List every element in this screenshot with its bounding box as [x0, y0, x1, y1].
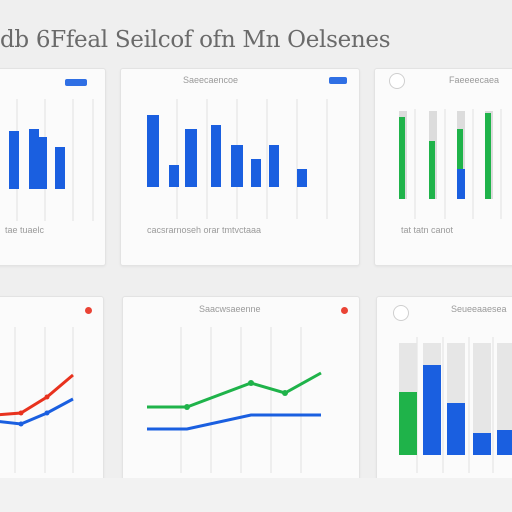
- bar-mark: [473, 433, 491, 455]
- bar-mark: [29, 129, 39, 189]
- line-point: [18, 421, 24, 427]
- page-title: db 6Ffeal Seilcof ofn Mn Oelsenes: [0, 27, 391, 53]
- card-tag-pill: [65, 79, 87, 86]
- status-dot-icon: [85, 307, 92, 314]
- bar-mark: [211, 125, 221, 187]
- card-bottom-right[interactable]: Seueeaaesea: [376, 296, 512, 482]
- bar-chart-top-right: [399, 109, 502, 219]
- line-point: [248, 380, 254, 386]
- bar-mark: [269, 145, 279, 187]
- bar-mark: [55, 147, 65, 189]
- bar-mark: [399, 392, 417, 455]
- bar-track: [473, 343, 491, 455]
- bar-mark: [399, 117, 405, 199]
- series-line: [0, 373, 74, 417]
- card-status-icon: [389, 73, 405, 89]
- card-tick-labels: tae tuaelc: [5, 225, 45, 235]
- series-line: [0, 397, 74, 426]
- card-bottom-middle[interactable]: Saacwsaeenne: [122, 296, 360, 482]
- bar-chart-top-middle: [147, 99, 328, 219]
- card-title: Saeecaencoe: [183, 75, 239, 85]
- line-point: [18, 410, 24, 416]
- card-top-middle[interactable]: Saeecaencoe cacsrarnoseh orar tmtvctaaa: [120, 68, 360, 266]
- bar-chart-bottom-right: [399, 337, 512, 473]
- card-tick-labels: tat tatn canot: [401, 225, 454, 235]
- card-bottom-left[interactable]: [0, 296, 104, 482]
- bar-mark: [9, 131, 19, 189]
- line-point: [282, 390, 288, 396]
- line-point: [44, 410, 50, 416]
- card-tick-labels: cacsrarnoseh orar tmtvctaaa: [147, 225, 262, 235]
- bottom-strip: [0, 478, 512, 512]
- series-line: [147, 371, 322, 409]
- card-top-right[interactable]: Faeeeecaea tat tatn canot: [374, 68, 512, 266]
- card-title: Seueeaaesea: [451, 304, 507, 314]
- bar-mark: [457, 169, 465, 199]
- card-title: Saacwsaeenne: [199, 304, 261, 314]
- bar-mark: [485, 113, 491, 199]
- bar-mark: [37, 137, 47, 189]
- bar-mark: [231, 145, 243, 187]
- bar-mark: [147, 115, 159, 187]
- card-top-left[interactable]: tae tuaelc: [0, 68, 106, 266]
- bar-chart-top-left: [9, 99, 94, 221]
- line-point: [44, 394, 50, 400]
- bar-mark: [185, 129, 197, 187]
- line-chart-bottom-middle: [147, 327, 322, 473]
- bar-mark: [251, 159, 261, 187]
- card-title: Faeeeecaea: [449, 75, 500, 85]
- bar-mark: [497, 430, 512, 455]
- line-point: [184, 404, 190, 410]
- bar-mark: [429, 141, 435, 199]
- bar-mark: [169, 165, 179, 187]
- bar-mark: [447, 403, 465, 455]
- card-tag-pill: [329, 77, 347, 84]
- bar-mark: [423, 365, 441, 455]
- status-dot-icon: [341, 307, 348, 314]
- card-status-icon: [393, 305, 409, 321]
- bar-mark: [297, 169, 307, 187]
- bar-mark: [457, 129, 463, 199]
- bar-track: [497, 343, 512, 455]
- series-line: [147, 413, 321, 431]
- line-chart-bottom-left: [0, 327, 74, 473]
